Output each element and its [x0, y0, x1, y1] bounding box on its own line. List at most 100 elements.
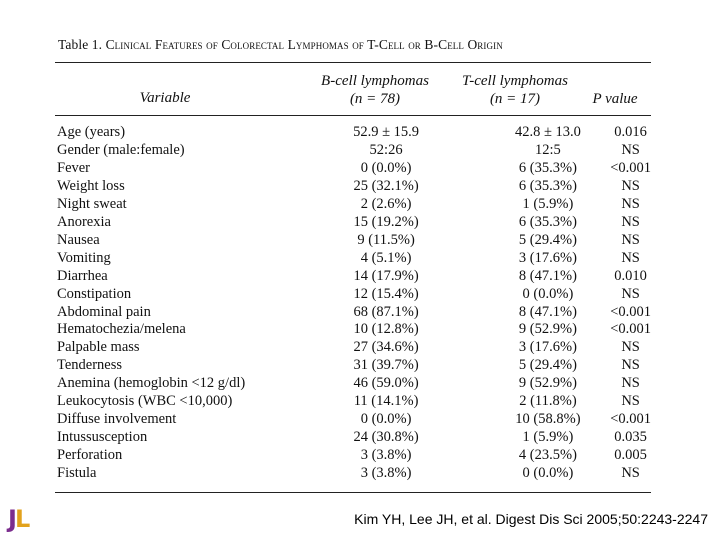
table-row: Hematochezia/melena 10 (12.8%) 9 (52.9%) <0… [55, 321, 651, 339]
row-p-value: NS [621, 285, 640, 302]
row-b-cell-value: 52.9 ± 15.9 [353, 124, 420, 140]
row-variable: Palpable mass [57, 339, 140, 356]
row-b-cell-value: 9 (11.5%) [357, 231, 415, 248]
row-t-cell-value: 1 (5.9%) [522, 429, 574, 446]
row-t-cell-value: 0 (0.0%) [522, 285, 574, 302]
row-b-cell-value: 2 (2.6%) [360, 195, 412, 212]
row-b-cell-value: 68 (87.1%) [353, 303, 419, 320]
header-variable: Variable [139, 90, 191, 106]
row-p-value: NS [621, 195, 640, 212]
row-b-cell-value: 12 (15.4%) [353, 285, 419, 302]
row-p-value: NS [621, 213, 640, 230]
row-p-value: NS [621, 141, 640, 158]
row-p-value: NS [621, 465, 640, 482]
table-row: Perforation 3 (3.8%) 4 (23.5%) 0.005 [55, 447, 651, 465]
table-row: Gender (male:female) 52:26 12:5 NS [55, 142, 651, 160]
table-row: Fistula 3 (3.8%) 0 (0.0%) NS [55, 465, 651, 483]
row-b-cell-value: 14 (17.9%) [353, 267, 419, 284]
row-p-value: NS [621, 231, 640, 248]
row-b-cell-value: 11 (14.1%) [353, 393, 419, 410]
header-rule [55, 115, 651, 116]
row-p-value: NS [621, 339, 640, 356]
row-p-value: 0.010 [614, 267, 647, 284]
row-t-cell-value: 5 (29.4%) [518, 357, 577, 374]
row-variable: Tenderness [57, 357, 123, 374]
row-t-cell-value: 1 (5.9%) [522, 195, 574, 212]
row-variable: Anemina (hemoglobin <12 g/dl) [57, 375, 246, 392]
row-b-cell-value: 3 (3.8%) [360, 447, 412, 464]
table-row: Weight loss 25 (32.1%) 6 (35.3%) NS [55, 178, 651, 196]
row-t-cell-value: 9 (52.9%) [518, 321, 577, 338]
header-p-value: P value [592, 91, 638, 107]
row-p-value: NS [621, 249, 640, 266]
row-t-cell-value: 12:5 [535, 141, 561, 158]
table-row: Intussusception 24 (30.8%) 1 (5.9%) 0.035 [55, 429, 651, 447]
row-b-cell-value: 25 (32.1%) [353, 177, 419, 194]
row-t-cell-value: 3 (17.6%) [518, 339, 577, 356]
table-row: Diffuse involvement 0 (0.0%) 10 (58.8%) <0.… [55, 411, 651, 429]
row-t-cell-value: 5 (29.4%) [518, 231, 577, 248]
row-t-cell-value: 6 (35.3%) [518, 159, 577, 176]
citation: Kim YH, Lee JH, et al. Digest Dis Sci 20… [354, 511, 708, 527]
row-b-cell-value: 24 (30.8%) [353, 429, 419, 446]
row-t-cell-value: 4 (23.5%) [518, 447, 577, 464]
row-b-cell-value: 15 (19.2%) [353, 213, 419, 230]
table-row: Anemina (hemoglobin <12 g/dl) 46 (59.0%) 9… [55, 375, 651, 393]
table-row: Night sweat 2 (2.6%) 1 (5.9%) NS [55, 196, 651, 214]
row-variable: Intussusception [57, 429, 148, 446]
row-p-value: NS [621, 177, 640, 194]
row-variable: Vomiting [57, 249, 111, 266]
journal-logo: JL [8, 505, 30, 533]
row-b-cell-value: 0 (0.0%) [360, 159, 412, 176]
row-b-cell-value: 27 (34.6%) [353, 339, 419, 356]
row-variable: Nausea [57, 231, 100, 248]
row-variable: Night sweat [57, 195, 127, 212]
table-row: Leukocytosis (WBC <10,000) 11 (14.1%) 2 (1… [55, 393, 651, 411]
row-p-value: 0.035 [614, 429, 647, 446]
row-b-cell-value: 0 (0.0%) [360, 411, 412, 428]
row-variable: Age (years) [57, 124, 126, 140]
row-p-value: 0.016 [614, 124, 647, 140]
table-row: Fever 0 (0.0%) 6 (35.3%) <0.001 [55, 160, 651, 178]
row-t-cell-value: 3 (17.6%) [518, 249, 577, 266]
row-t-cell-value: 6 (35.3%) [518, 177, 577, 194]
row-t-cell-value: 6 (35.3%) [518, 213, 577, 230]
row-p-value: <0.001 [610, 303, 651, 320]
row-variable: Abdominal pain [57, 303, 151, 320]
row-p-value: <0.001 [610, 321, 651, 338]
table-title-prefix: Table 1. [58, 37, 103, 52]
table-row: Tenderness 31 (39.7%) 5 (29.4%) NS [55, 357, 651, 375]
table-row: Abdominal pain 68 (87.1%) 8 (47.1%) <0.001 [55, 304, 651, 322]
row-p-value: NS [621, 393, 640, 410]
header-t-cell-line1: T-cell lymphomas [462, 73, 568, 89]
table-row: Constipation 12 (15.4%) 0 (0.0%) NS [55, 286, 651, 304]
row-variable: Perforation [57, 447, 123, 464]
header-b-cell-line1: B-cell lymphomas [321, 73, 429, 89]
row-p-value: <0.001 [610, 159, 651, 176]
row-b-cell-value: 4 (5.1%) [360, 249, 412, 266]
row-t-cell-value: 10 (58.8%) [515, 411, 581, 428]
row-variable: Constipation [57, 285, 132, 302]
row-variable: Hematochezia/melena [57, 321, 186, 338]
bottom-rule [55, 492, 651, 493]
table-title-text: Clinical Features of Colorectal Lymphoma… [105, 37, 503, 52]
top-rule [55, 62, 651, 63]
row-variable: Diffuse involvement [57, 411, 177, 428]
table-row: Age (years) 52.9 ± 15.9 42.8 ± 13.0 0.016 [55, 124, 651, 142]
row-b-cell-value: 31 (39.7%) [353, 357, 419, 374]
row-t-cell-value: 42.8 ± 13.0 [514, 124, 581, 140]
row-p-value: NS [621, 375, 640, 392]
table-title: Table 1. Clinical Features of Colorectal… [58, 37, 658, 53]
header-b-cell-line2: (n = 78) [349, 91, 401, 107]
row-t-cell-value: 0 (0.0%) [522, 465, 574, 482]
row-p-value: 0.005 [614, 447, 647, 464]
row-variable: Diarrhea [57, 267, 108, 284]
table-row: Palpable mass 27 (34.6%) 3 (17.6%) NS [55, 339, 651, 357]
row-b-cell-value: 10 (12.8%) [353, 321, 419, 338]
row-variable: Anorexia [57, 213, 111, 230]
row-variable: Leukocytosis (WBC <10,000) [57, 393, 233, 410]
header-t-cell-line2: (n = 17) [489, 91, 541, 107]
row-variable: Weight loss [57, 177, 125, 194]
clinical-features-table: Age (years) 52.9 ± 15.9 42.8 ± 13.0 0.016 Ge… [55, 124, 651, 483]
row-t-cell-value: 8 (47.1%) [518, 267, 577, 284]
